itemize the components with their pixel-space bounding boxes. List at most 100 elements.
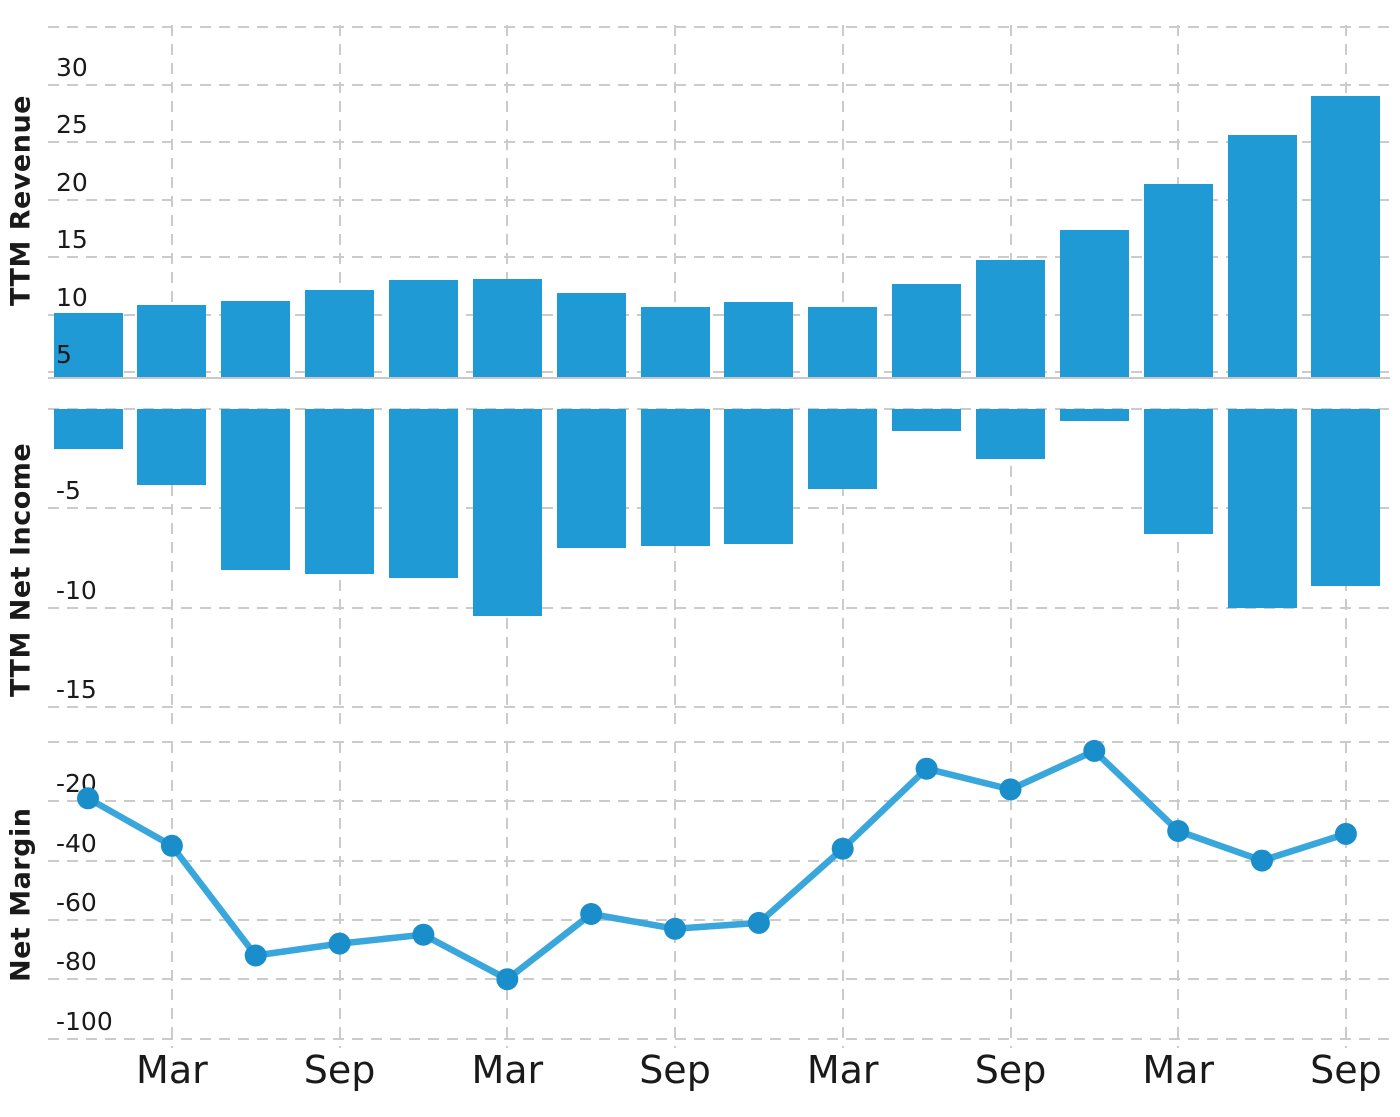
revenue-bar-12[interactable] bbox=[1059, 229, 1129, 377]
net-margin-point-0[interactable] bbox=[77, 787, 99, 810]
net-margin-point-4[interactable] bbox=[412, 923, 435, 946]
gridline-y--5 bbox=[48, 507, 1390, 510]
net-margin-point-2[interactable] bbox=[244, 944, 267, 967]
net-income-bar-10[interactable] bbox=[892, 409, 962, 431]
net-income-bar-12[interactable] bbox=[1059, 409, 1129, 421]
gridline-x bbox=[1177, 409, 1180, 731]
gridline-x bbox=[338, 25, 341, 377]
revenue-bar-15[interactable] bbox=[1311, 96, 1381, 377]
gridline-x bbox=[1009, 742, 1012, 1048]
net-income-bar-11[interactable] bbox=[976, 409, 1045, 459]
gridline-y-0 bbox=[48, 408, 1390, 410]
gridline-y--40 bbox=[48, 859, 1390, 862]
revenue-bar-10[interactable] bbox=[892, 283, 962, 377]
net-margin-point-10[interactable] bbox=[915, 757, 938, 780]
gridline-x bbox=[1009, 25, 1012, 377]
gridline-x bbox=[674, 742, 676, 1048]
net-income-bar-15[interactable] bbox=[1311, 409, 1381, 586]
net-margin-point-6[interactable] bbox=[580, 903, 603, 925]
net-margin-point-7[interactable] bbox=[664, 917, 686, 940]
y-tick-label-15: 15 bbox=[56, 225, 88, 255]
net-income-bar-3[interactable] bbox=[305, 409, 375, 574]
gridline-y-15 bbox=[48, 256, 1390, 259]
revenue-bar-5[interactable] bbox=[472, 279, 542, 377]
net-income-bar-6[interactable] bbox=[556, 409, 626, 549]
net-income-bar-9[interactable] bbox=[808, 409, 878, 489]
gridline-y--15 bbox=[48, 706, 1390, 709]
net-income-bar-13[interactable] bbox=[1143, 409, 1213, 535]
gridline-x bbox=[674, 409, 676, 731]
revenue-bar-1[interactable] bbox=[137, 304, 207, 377]
net-income-bar-5[interactable] bbox=[472, 409, 542, 616]
y-tick-label-25: 25 bbox=[56, 110, 88, 140]
net-income-bar-2[interactable] bbox=[221, 409, 291, 570]
revenue-bar-14[interactable] bbox=[1227, 135, 1297, 377]
gridline-y--100 bbox=[48, 1037, 1390, 1040]
x-tick-label-3: Sep bbox=[639, 1048, 711, 1092]
y-tick-label--10: -10 bbox=[56, 575, 97, 605]
revenue-bar-8[interactable] bbox=[724, 302, 794, 377]
x-tick-label-1: Sep bbox=[303, 1048, 376, 1092]
x-axis-line bbox=[48, 377, 1390, 379]
y-tick-label-5: 5 bbox=[56, 340, 72, 370]
y-tick-label--60: -60 bbox=[56, 887, 97, 917]
revenue-bar-0[interactable] bbox=[53, 312, 123, 377]
gridline-x bbox=[170, 409, 173, 731]
net-margin-point-9[interactable] bbox=[831, 837, 854, 860]
revenue-bar-9[interactable] bbox=[808, 306, 878, 377]
net-margin-point-1[interactable] bbox=[160, 834, 183, 857]
net-margin-point-3[interactable] bbox=[328, 932, 351, 955]
y-tick-label--5: -5 bbox=[56, 476, 81, 506]
revenue-bar-7[interactable] bbox=[640, 306, 710, 377]
revenue-bar-6[interactable] bbox=[556, 293, 626, 377]
gridline-y--10 bbox=[48, 606, 1390, 609]
net-margin-point-5[interactable] bbox=[496, 968, 519, 991]
revenue-bar-4[interactable] bbox=[388, 280, 458, 377]
net-margin-point-14[interactable] bbox=[1251, 849, 1273, 872]
net-margin-point-15[interactable] bbox=[1334, 822, 1357, 845]
y-tick-label-20: 20 bbox=[56, 167, 88, 197]
x-tick-label-6: Mar bbox=[1142, 1048, 1215, 1092]
net-margin-line bbox=[84, 747, 1350, 983]
gridline-y--60 bbox=[48, 918, 1390, 921]
gridline-y-20 bbox=[48, 198, 1390, 201]
gridline-x bbox=[1177, 742, 1180, 1048]
net-margin-point-8[interactable] bbox=[747, 911, 770, 934]
net-margin-point-13[interactable] bbox=[1167, 820, 1190, 842]
revenue-bar-2[interactable] bbox=[221, 301, 291, 377]
net-income-bar-14[interactable] bbox=[1227, 409, 1297, 608]
gridline-x bbox=[841, 25, 844, 377]
revenue-bar-11[interactable] bbox=[976, 259, 1045, 377]
gridline-x bbox=[1344, 742, 1347, 1048]
gridline-y-35 bbox=[48, 26, 1390, 29]
gridline-y--20 bbox=[48, 800, 1390, 803]
gridline-x bbox=[170, 25, 173, 377]
net-margin-point-11[interactable] bbox=[999, 778, 1022, 801]
gridline-x bbox=[170, 742, 173, 1048]
net-margin-point-12[interactable] bbox=[1083, 739, 1106, 762]
y-tick-label--40: -40 bbox=[56, 828, 97, 858]
y-tick-label--100: -100 bbox=[56, 1006, 113, 1036]
gridline-x bbox=[841, 742, 844, 1048]
net-income-bar-4[interactable] bbox=[388, 409, 458, 578]
x-tick-label-2: Mar bbox=[471, 1048, 544, 1092]
gridline-y-5 bbox=[48, 371, 1390, 374]
net-income-bar-0[interactable] bbox=[53, 409, 123, 449]
net-income-bar-1[interactable] bbox=[137, 409, 207, 485]
gridline-x bbox=[841, 409, 844, 731]
gridline-x bbox=[338, 742, 341, 1048]
gridline-y--80 bbox=[48, 978, 1390, 981]
net-income-bar-7[interactable] bbox=[640, 409, 710, 547]
y-tick-label--15: -15 bbox=[56, 675, 97, 705]
gridline-y-30 bbox=[48, 83, 1390, 86]
revenue-bar-13[interactable] bbox=[1143, 183, 1213, 377]
revenue-bar-3[interactable] bbox=[305, 289, 375, 377]
y-tick-label-30: 30 bbox=[56, 52, 88, 82]
x-tick-label-0: Mar bbox=[136, 1048, 208, 1092]
gridline-y-25 bbox=[48, 141, 1390, 144]
net-income-bar-8[interactable] bbox=[724, 409, 794, 545]
gridline-x bbox=[674, 25, 676, 377]
y-tick-label--80: -80 bbox=[56, 947, 97, 977]
gridline-y-10 bbox=[48, 313, 1390, 316]
